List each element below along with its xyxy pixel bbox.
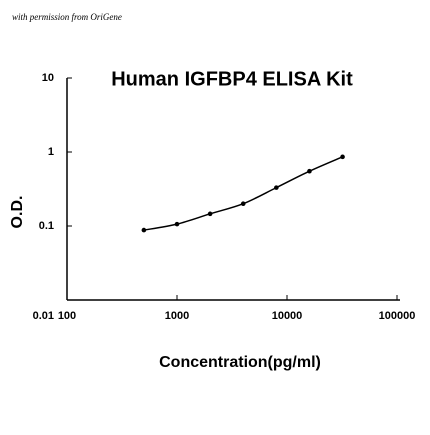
x-axis-label: Concentration(pg/ml) <box>159 354 321 371</box>
credit: with permission from OriGene <box>12 12 122 22</box>
chart-title: Human IGFBP4 ELISA Kit <box>111 68 353 90</box>
point <box>274 185 279 190</box>
y-axis-label: O.D. <box>9 196 26 229</box>
y-tick-label: 1 <box>48 146 54 158</box>
y-tick-label: 0.1 <box>39 220 54 232</box>
point <box>207 211 213 217</box>
point <box>340 154 345 160</box>
point <box>307 168 312 174</box>
x-tick-label: 1000 <box>165 310 189 322</box>
curve <box>143 156 343 231</box>
point <box>141 227 147 233</box>
point <box>174 221 180 227</box>
y-tick-label: 0.01 <box>33 310 54 322</box>
x-tick-label: 100000 <box>379 310 416 322</box>
x-tick-label: 100 <box>58 310 76 322</box>
y-tick-label: 10 <box>42 72 54 84</box>
x-tick-label: 10000 <box>272 310 303 322</box>
point <box>240 201 246 207</box>
